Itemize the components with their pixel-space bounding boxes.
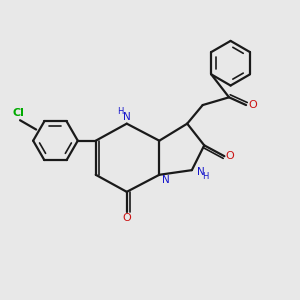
Text: O: O <box>226 151 234 161</box>
Text: N: N <box>123 112 130 122</box>
Text: O: O <box>248 100 257 110</box>
Text: O: O <box>122 213 131 223</box>
Text: N: N <box>196 167 204 177</box>
Text: H: H <box>117 107 123 116</box>
Text: H: H <box>202 172 208 182</box>
Text: N: N <box>162 176 170 185</box>
Text: Cl: Cl <box>13 108 24 118</box>
